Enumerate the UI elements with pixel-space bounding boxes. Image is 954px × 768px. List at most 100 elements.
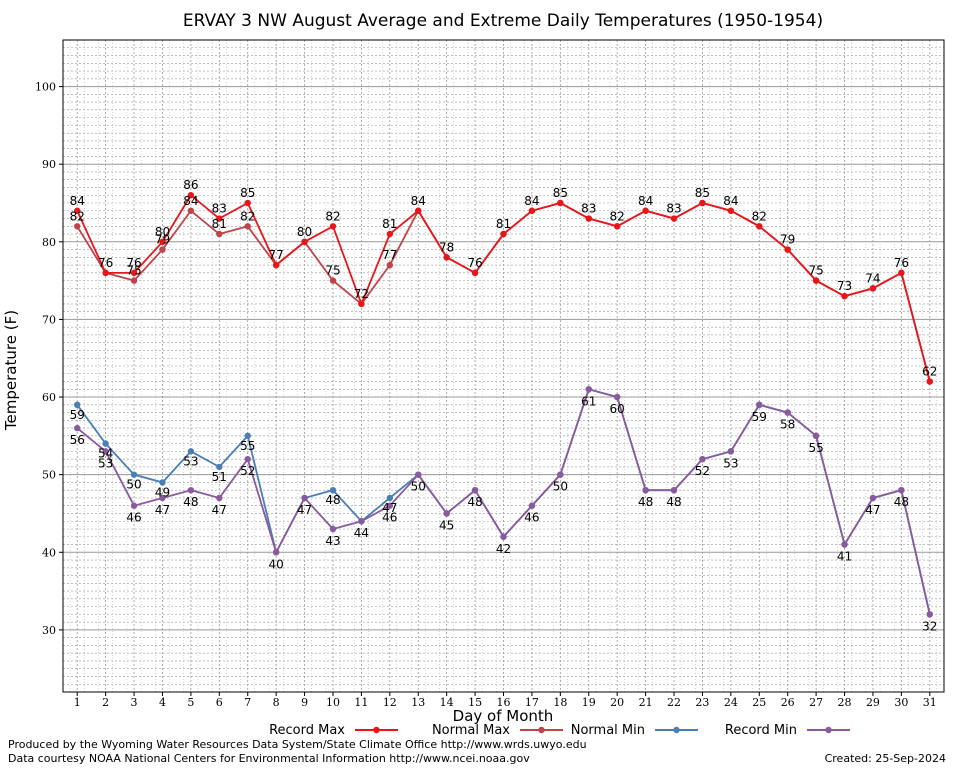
data-labels: 8482595676545376755046807949478684534883… [70,178,938,633]
data-label: 78 [439,240,454,254]
legend-label: Record Max [269,723,345,738]
y-tick-label: 100 [35,81,56,94]
data-label: 84 [723,194,738,208]
legend: Record Max Normal Max Normal Min Record Min [269,723,850,738]
data-point [159,494,166,502]
x-tick-label: 28 [838,696,852,709]
data-label: 58 [780,418,795,432]
data-point [301,238,308,246]
data-label: 42 [496,542,511,556]
data-point [272,549,280,556]
y-tick-label: 70 [42,313,56,326]
x-tick-label: 29 [866,696,880,709]
legend-swatch-marker [825,726,832,734]
data-label: 43 [325,534,340,548]
data-point [415,471,422,478]
chart-title: ERVAY 3 NW August Average and Extreme Da… [183,11,823,31]
data-point [926,611,933,618]
data-point [670,486,678,494]
footer-created: Created: 25-Sep-2024 [825,752,946,765]
data-label: 55 [808,441,823,455]
x-axis-label: Day of Month [453,707,554,725]
x-tick-label: 25 [752,696,766,709]
data-point [386,261,394,269]
data-point [216,230,223,238]
x-tick-label: 8 [273,696,280,709]
data-label: 48 [467,495,482,509]
data-label: 84 [638,194,653,208]
y-axis-label: Temperature (F) [2,310,20,431]
data-point [471,486,479,494]
x-tick-label: 4 [159,696,166,709]
x-tick-label: 31 [923,696,937,709]
x-tick-label: 24 [724,696,738,709]
data-label: 48 [638,495,653,509]
x-tick-label: 10 [326,696,340,709]
data-label: 46 [382,511,397,525]
data-point [329,277,337,284]
data-label: 80 [155,225,170,239]
data-label: 75 [808,264,823,278]
data-point [898,486,905,494]
data-point [926,378,933,385]
data-label: 47 [212,503,227,517]
data-label: 48 [894,495,909,509]
data-label: 53 [183,454,198,468]
legend-item-normal-max: Normal Max [432,723,563,738]
data-label: 60 [610,402,625,416]
data-point [216,215,223,222]
data-label: 85 [695,186,710,200]
x-tick-label: 26 [781,696,795,709]
x-tick-label: 6 [216,696,223,709]
data-point [187,448,195,455]
data-point [585,386,592,393]
data-point [642,207,649,214]
data-label: 84 [183,194,198,208]
data-label: 76 [126,256,141,270]
legend-label: Normal Min [571,723,645,738]
data-label: 81 [496,217,511,231]
data-point [443,510,450,517]
data-label: 50 [126,478,141,492]
data-point [869,494,877,502]
data-point [329,486,337,494]
series-record-min [74,386,933,618]
data-point [74,401,81,409]
data-point [812,277,820,284]
data-label: 32 [922,619,937,633]
data-point [301,494,308,502]
data-point [216,463,223,471]
x-tick-label: 22 [667,696,681,709]
data-label: 52 [695,464,710,478]
footer-source: Data courtesy NOAA National Centers for … [8,752,530,765]
data-point [756,223,763,230]
data-label: 50 [553,480,568,494]
data-point [471,269,479,277]
data-label: 85 [240,186,255,200]
data-label: 47 [155,503,170,517]
data-label: 53 [98,456,113,470]
data-label: 84 [411,194,426,208]
x-tick-label: 20 [610,696,624,709]
x-tick-label: 16 [497,696,511,709]
data-point [756,401,763,409]
data-label: 76 [894,256,909,270]
data-label: 54 [98,447,113,461]
y-axis-ticks: 30 40 50 60 70 80 90 100 [35,81,63,637]
data-label: 85 [553,186,568,200]
data-point [613,393,621,401]
data-label: 82 [325,209,340,223]
data-point [244,432,251,440]
data-point [898,269,905,277]
data-label: 79 [780,233,795,247]
data-point [727,207,735,214]
data-label: 62 [922,365,937,379]
data-point [727,448,735,455]
data-point [272,261,280,269]
data-label: 81 [382,217,397,231]
y-tick-label: 50 [42,469,56,482]
data-label: 77 [269,248,284,262]
data-label: 46 [126,511,141,525]
